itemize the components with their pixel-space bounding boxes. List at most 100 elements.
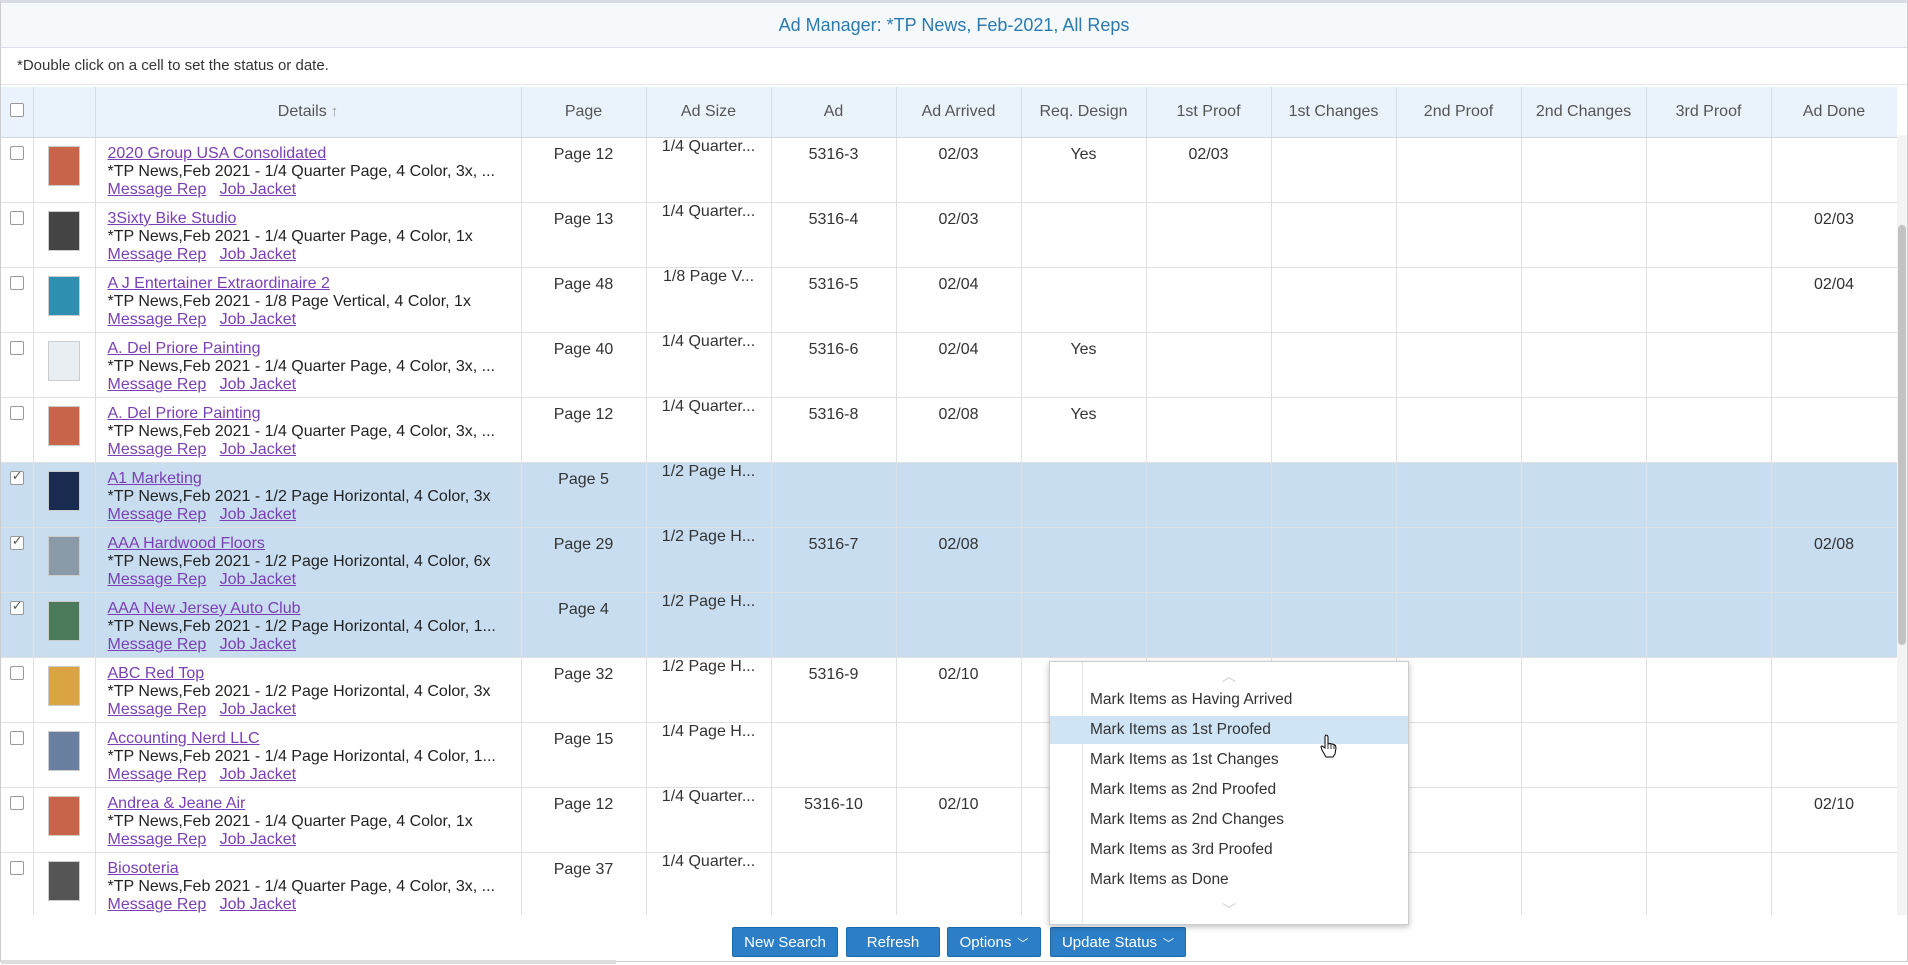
ad-arrived-cell[interactable]: 02/10 xyxy=(896,657,1022,723)
second-proof-cell[interactable] xyxy=(1396,397,1522,463)
second-proof-cell[interactable] xyxy=(1396,787,1522,853)
second-proof-cell[interactable] xyxy=(1396,657,1522,723)
row-select-cell[interactable] xyxy=(1,852,34,915)
page-cell[interactable]: Page 48 xyxy=(521,267,647,333)
ad-size-cell[interactable]: 1/2 Page H... xyxy=(646,462,772,528)
row-checkbox[interactable] xyxy=(9,211,24,225)
table-row[interactable]: Andrea & Jeane Air *TP News,Feb 2021 - 1/… xyxy=(1,787,1897,853)
advertiser-link[interactable]: Andrea & Jeane Air xyxy=(107,795,246,812)
row-checkbox[interactable] xyxy=(9,731,24,745)
ad-done-cell[interactable] xyxy=(1771,722,1897,788)
third-proof-cell[interactable] xyxy=(1646,722,1772,788)
page-cell[interactable]: Page 12 xyxy=(521,137,647,203)
first-changes-cell[interactable] xyxy=(1271,592,1397,658)
job-jacket-link[interactable]: Job Jacket xyxy=(219,831,297,848)
table-row[interactable]: AAA New Jersey Auto Club*TP News,Feb 202… xyxy=(1,592,1897,658)
details-cell[interactable]: Andrea & Jeane Air *TP News,Feb 2021 - 1/… xyxy=(95,787,522,853)
ad-done-cell[interactable]: 02/04 xyxy=(1771,267,1897,333)
second-changes-cell[interactable] xyxy=(1521,852,1647,915)
advertiser-link[interactable]: 3Sixty Bike Studio xyxy=(107,210,237,227)
message-rep-link[interactable]: Message Rep xyxy=(107,376,207,393)
details-cell[interactable]: AAA Hardwood Floors *TP News,Feb 2021 - 1… xyxy=(95,527,522,593)
first-proof-cell[interactable] xyxy=(1146,202,1272,268)
third-proof-cell[interactable] xyxy=(1646,267,1772,333)
row-checkbox[interactable] xyxy=(9,666,24,680)
row-checkbox[interactable] xyxy=(9,469,24,485)
second-changes-cell[interactable] xyxy=(1521,592,1647,658)
ad-done-cell[interactable] xyxy=(1771,137,1897,203)
job-jacket-link[interactable]: Job Jacket xyxy=(219,636,297,653)
table-row[interactable]: 3Sixty Bike Studio *TP News,Feb 2021 - 1/… xyxy=(1,202,1897,268)
first-changes-cell[interactable] xyxy=(1271,527,1397,593)
second-proof-cell[interactable] xyxy=(1396,462,1522,528)
second-proof-cell[interactable] xyxy=(1396,202,1522,268)
ad-size-cell[interactable]: 1/4 Quarter... xyxy=(646,397,772,463)
row-select-cell[interactable] xyxy=(1,527,34,593)
table-row[interactable]: ABC Red Top *TP News,Feb 2021 - 1/2 Page … xyxy=(1,657,1897,723)
column-header-page[interactable]: Page xyxy=(521,87,647,138)
first-changes-cell[interactable] xyxy=(1271,202,1397,268)
ad-cell[interactable] xyxy=(771,722,897,788)
advertiser-link[interactable]: A. Del Priore Painting xyxy=(107,340,261,357)
ad-arrived-cell[interactable] xyxy=(896,852,1022,915)
row-checkbox[interactable] xyxy=(9,534,24,550)
second-proof-cell[interactable] xyxy=(1396,852,1522,915)
ad-done-cell[interactable] xyxy=(1771,332,1897,398)
menu-item-mark-items-as-1st-changes[interactable]: Mark Items as 1st Changes xyxy=(1090,751,1279,768)
third-proof-cell[interactable] xyxy=(1646,397,1772,463)
req-design-cell[interactable] xyxy=(1021,592,1147,658)
advertiser-link[interactable]: Biosoteria xyxy=(107,860,179,877)
second-proof-cell[interactable] xyxy=(1396,332,1522,398)
ad-cell[interactable]: 5316-10 xyxy=(771,787,897,853)
message-rep-link[interactable]: Message Rep xyxy=(107,701,207,718)
menu-item-mark-items-as-having-arrived[interactable]: Mark Items as Having Arrived xyxy=(1090,691,1293,708)
job-jacket-link[interactable]: Job Jacket xyxy=(219,766,297,783)
second-changes-cell[interactable] xyxy=(1521,787,1647,853)
row-checkbox[interactable] xyxy=(9,276,24,290)
horizontal-scrollbar[interactable] xyxy=(1,960,616,964)
second-proof-cell[interactable] xyxy=(1396,137,1522,203)
advertiser-link[interactable]: A. Del Priore Painting xyxy=(107,405,261,422)
req-design-cell[interactable]: Yes xyxy=(1021,397,1147,463)
row-checkbox[interactable] xyxy=(9,599,24,615)
ad-cell[interactable]: 5316-5 xyxy=(771,267,897,333)
row-select-cell[interactable] xyxy=(1,722,34,788)
details-cell[interactable]: A. Del Priore Painting *TP News,Feb 2021 … xyxy=(95,397,522,463)
ad-done-cell[interactable] xyxy=(1771,657,1897,723)
job-jacket-link[interactable]: Job Jacket xyxy=(219,441,297,458)
menu-item-mark-items-as-2nd-changes[interactable]: Mark Items as 2nd Changes xyxy=(1090,811,1284,828)
ad-done-cell[interactable] xyxy=(1771,462,1897,528)
job-jacket-link[interactable]: Job Jacket xyxy=(219,376,297,393)
update-status-button[interactable]: Update Status ﹀ xyxy=(1050,927,1186,957)
ad-arrived-cell[interactable] xyxy=(896,722,1022,788)
ad-arrived-cell[interactable]: 02/08 xyxy=(896,527,1022,593)
req-design-cell[interactable] xyxy=(1021,202,1147,268)
ad-arrived-cell[interactable]: 02/04 xyxy=(896,332,1022,398)
ad-done-cell[interactable]: 02/10 xyxy=(1771,787,1897,853)
second-changes-cell[interactable] xyxy=(1521,202,1647,268)
req-design-cell[interactable]: Yes xyxy=(1021,332,1147,398)
ad-size-cell[interactable]: 1/4 Quarter... xyxy=(646,332,772,398)
select-all-cell[interactable] xyxy=(1,87,34,138)
column-header-ad-arrived[interactable]: Ad Arrived xyxy=(896,87,1022,138)
ad-size-cell[interactable]: 1/4 Quarter... xyxy=(646,787,772,853)
new-search-button[interactable]: New Search xyxy=(732,927,838,957)
column-header-details[interactable]: Details ↑ xyxy=(95,87,522,138)
details-cell[interactable]: AAA New Jersey Auto Club *TP News,Feb 202… xyxy=(95,592,522,658)
first-proof-cell[interactable] xyxy=(1146,267,1272,333)
second-changes-cell[interactable] xyxy=(1521,267,1647,333)
table-row[interactable]: A. Del Priore Painting *TP News,Feb 2021 … xyxy=(1,332,1897,398)
second-changes-cell[interactable] xyxy=(1521,137,1647,203)
advertiser-link[interactable]: ABC Red Top xyxy=(107,665,205,682)
details-cell[interactable]: ABC Red Top *TP News,Feb 2021 - 1/2 Page … xyxy=(95,657,522,723)
row-checkbox[interactable] xyxy=(9,341,24,355)
row-checkbox[interactable] xyxy=(9,796,24,810)
second-changes-cell[interactable] xyxy=(1521,462,1647,528)
page-cell[interactable]: Page 40 xyxy=(521,332,647,398)
row-checkbox[interactable] xyxy=(9,406,24,420)
second-changes-cell[interactable] xyxy=(1521,332,1647,398)
second-proof-cell[interactable] xyxy=(1396,267,1522,333)
req-design-cell[interactable]: Yes xyxy=(1021,137,1147,203)
row-select-cell[interactable] xyxy=(1,267,34,333)
job-jacket-link[interactable]: Job Jacket xyxy=(219,181,297,198)
